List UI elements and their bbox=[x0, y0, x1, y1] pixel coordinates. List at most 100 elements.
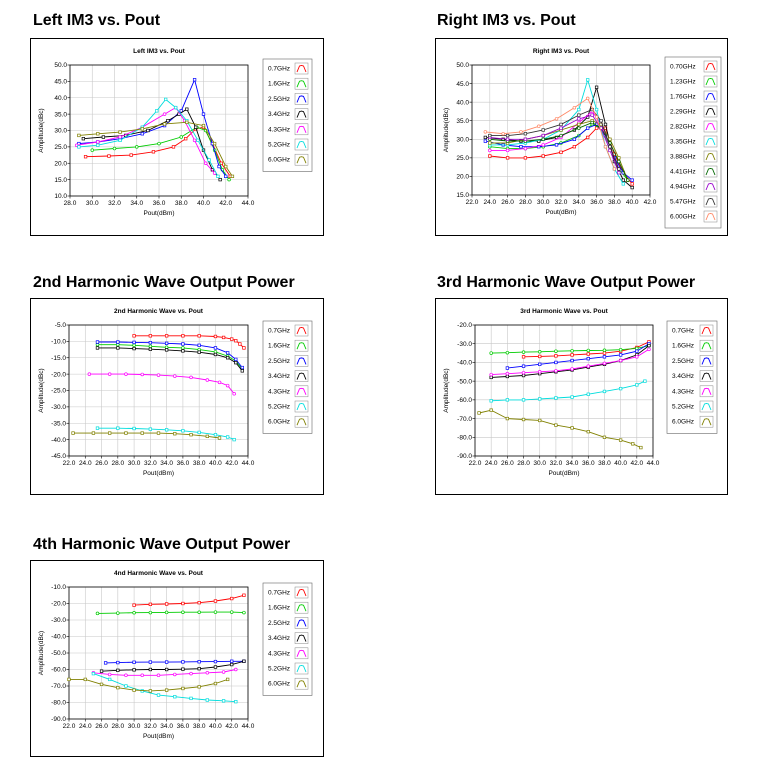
x-tick-label: 32.0 bbox=[144, 460, 157, 467]
data-point bbox=[226, 435, 230, 439]
data-point bbox=[618, 347, 623, 352]
x-tick-label: 40.0 bbox=[197, 200, 210, 207]
x-axis-label: Pout(dBm) bbox=[548, 470, 579, 477]
chart-left-im3: Left IM3 vs. Pout 28.0 30.0 32.0 34.0 36.0 38.… bbox=[30, 38, 324, 236]
y-tick-label: -30.0 bbox=[457, 341, 472, 348]
data-point bbox=[205, 434, 209, 439]
data-point bbox=[554, 423, 558, 427]
data-point bbox=[572, 145, 577, 149]
data-point bbox=[67, 677, 71, 682]
x-tick-label: 38.0 bbox=[598, 460, 611, 467]
y-tick-label: 35.0 bbox=[54, 111, 67, 118]
legend-swatch bbox=[294, 93, 309, 105]
data-point bbox=[521, 355, 526, 359]
data-point bbox=[538, 397, 542, 401]
x-tick-label: 28.0 bbox=[519, 199, 532, 206]
y-tick-label: 20.0 bbox=[54, 160, 67, 167]
plot-border bbox=[471, 64, 651, 196]
x-tick-label: 24.0 bbox=[483, 199, 496, 206]
legend-label: 0.7GHz bbox=[268, 328, 290, 335]
data-point bbox=[602, 389, 607, 394]
data-point bbox=[179, 135, 184, 139]
data-point bbox=[134, 145, 139, 149]
legend-swatch bbox=[294, 617, 309, 629]
data-point bbox=[116, 685, 120, 690]
data-point bbox=[213, 433, 218, 437]
data-point bbox=[118, 135, 122, 139]
data-point bbox=[197, 430, 201, 435]
chart-4th-harmonic: 4nd Harmonic Wave vs. Pout 22.0 24.0 26.0 28… bbox=[30, 560, 324, 757]
data-point bbox=[129, 153, 133, 157]
data-point bbox=[586, 348, 591, 353]
data-point bbox=[230, 596, 234, 601]
legend-label: 1.76GHz bbox=[670, 94, 696, 101]
x-tick-label: 28.0 bbox=[64, 200, 77, 207]
x-tick-label: 22.0 bbox=[469, 460, 482, 467]
series-line bbox=[93, 673, 236, 703]
data-point bbox=[586, 78, 590, 82]
x-tick-label: 34.0 bbox=[572, 199, 585, 206]
data-point bbox=[590, 113, 594, 117]
legend-swatch-line bbox=[296, 95, 307, 103]
data-point bbox=[148, 334, 153, 338]
data-point bbox=[132, 340, 136, 345]
series-line bbox=[92, 126, 230, 180]
data-point bbox=[594, 126, 599, 130]
data-point bbox=[157, 141, 161, 146]
legend-swatch-line bbox=[296, 65, 307, 73]
data-point bbox=[174, 105, 178, 110]
data-point bbox=[505, 156, 510, 160]
data-point bbox=[234, 361, 238, 365]
x-tick-label: 22.0 bbox=[466, 199, 479, 206]
data-point bbox=[617, 167, 621, 171]
data-point bbox=[489, 399, 493, 403]
data-point bbox=[148, 610, 153, 615]
data-point bbox=[197, 610, 201, 614]
legend-swatch bbox=[294, 355, 309, 367]
plot-title: 2nd Harmonic Wave vs. Pout bbox=[114, 308, 204, 315]
data-point bbox=[132, 426, 136, 431]
legend-label: 1.23GHz bbox=[670, 79, 696, 86]
data-point bbox=[212, 141, 217, 146]
data-point bbox=[99, 669, 104, 673]
data-point bbox=[224, 164, 228, 169]
x-tick-label: 38.0 bbox=[193, 723, 206, 730]
y-tick-label: 45.0 bbox=[456, 81, 469, 88]
legend-label: 4.3GHz bbox=[672, 388, 694, 395]
y-axis-label: Amplitude(dBc) bbox=[38, 108, 45, 152]
data-point bbox=[83, 677, 87, 682]
legend-swatch-line bbox=[296, 680, 307, 688]
data-point bbox=[181, 346, 185, 350]
data-point bbox=[132, 346, 136, 351]
data-point bbox=[594, 115, 599, 119]
data-point bbox=[523, 132, 528, 136]
data-point bbox=[173, 672, 177, 677]
y-tick-label: 40.0 bbox=[456, 99, 469, 106]
series-line bbox=[105, 660, 244, 664]
legend-label: 6.0GHz bbox=[268, 157, 290, 164]
legend-swatch-line bbox=[705, 198, 716, 206]
data-point bbox=[630, 185, 634, 190]
x-tick-label: 40.0 bbox=[626, 199, 639, 206]
data-point bbox=[197, 334, 201, 338]
data-point bbox=[197, 660, 201, 664]
data-point bbox=[221, 670, 226, 674]
y-tick-label: -30.0 bbox=[51, 617, 66, 624]
chart-4th-harmonic-svg: 4nd Harmonic Wave vs. Pout 22.0 24.0 26.0 28… bbox=[38, 570, 313, 740]
data-point bbox=[173, 432, 177, 436]
legend-label: 4.94GHz bbox=[670, 184, 696, 191]
data-point bbox=[164, 688, 169, 692]
data-point bbox=[585, 96, 590, 101]
x-tick-label: 36.0 bbox=[582, 460, 595, 467]
series-line bbox=[489, 114, 620, 173]
data-point bbox=[234, 667, 238, 672]
data-point bbox=[140, 127, 144, 131]
legend-label: 2.5GHz bbox=[672, 358, 694, 365]
x-tick-label: 26.0 bbox=[95, 460, 108, 467]
data-point bbox=[116, 611, 120, 615]
data-point bbox=[181, 686, 185, 691]
x-axis-label: Pout(dBm) bbox=[143, 210, 174, 217]
legend-swatch-line bbox=[296, 357, 307, 365]
data-point bbox=[617, 159, 621, 164]
data-point bbox=[148, 347, 153, 351]
